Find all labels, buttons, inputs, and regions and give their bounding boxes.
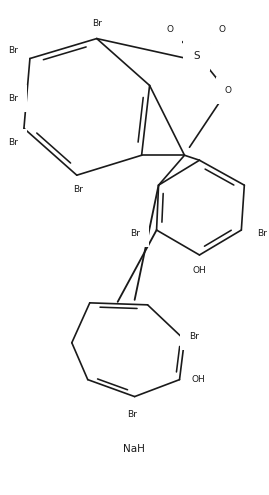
Text: S: S <box>193 50 200 60</box>
Text: O: O <box>219 25 226 34</box>
Text: Br: Br <box>257 229 267 238</box>
Text: OH: OH <box>192 375 205 384</box>
Text: Br: Br <box>92 19 102 28</box>
Text: O: O <box>225 86 232 95</box>
Text: Br: Br <box>130 229 140 238</box>
Text: Br: Br <box>8 138 18 147</box>
Text: Br: Br <box>127 410 137 419</box>
Text: OH: OH <box>193 266 206 275</box>
Text: NaH: NaH <box>123 445 144 454</box>
Text: Br: Br <box>8 94 18 103</box>
Text: Br: Br <box>73 185 83 194</box>
Text: O: O <box>166 25 173 34</box>
Text: Br: Br <box>8 46 18 55</box>
Text: Br: Br <box>189 332 199 341</box>
